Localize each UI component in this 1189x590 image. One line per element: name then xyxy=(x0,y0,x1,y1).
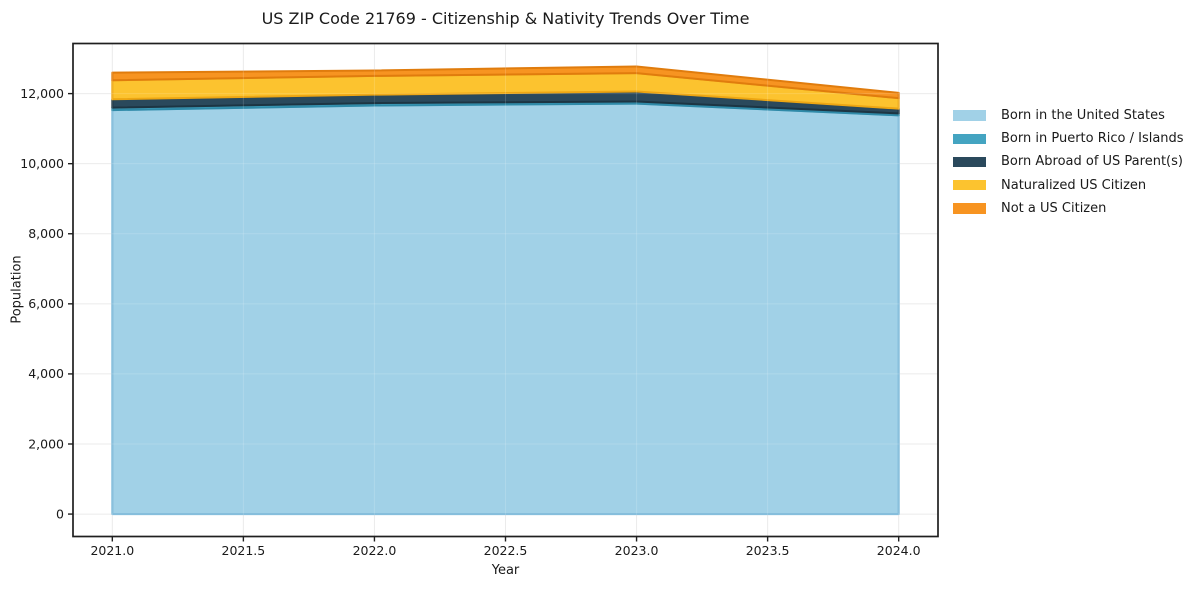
legend-label: Naturalized US Citizen xyxy=(1001,177,1147,193)
x-tick-label: 2022.0 xyxy=(353,543,397,558)
legend-swatch xyxy=(953,156,986,168)
y-tick-label: 8,000 xyxy=(28,226,64,241)
legend-item: Not a US Citizen xyxy=(953,197,1184,220)
x-tick-label: 2021.0 xyxy=(90,543,134,558)
legend-item: Born in the United States xyxy=(953,104,1184,127)
legend: Born in the United States Born in Puerto… xyxy=(953,104,1184,220)
legend-label: Not a US Citizen xyxy=(1001,200,1107,216)
x-tick-label: 2024.0 xyxy=(877,543,921,558)
legend-label: Born in the United States xyxy=(1001,108,1165,124)
y-tick-label: 2,000 xyxy=(28,436,64,451)
x-tick-label: 2022.5 xyxy=(484,543,528,558)
legend-swatch xyxy=(953,203,986,214)
x-axis-label: Year xyxy=(491,563,520,578)
legend-label: Born in Puerto Rico / Islands xyxy=(1001,131,1184,147)
legend-item: Born Abroad of US Parent(s) xyxy=(953,150,1184,173)
x-tick-label: 2023.0 xyxy=(615,543,659,558)
y-tick-label: 12,000 xyxy=(20,86,64,101)
y-tick-label: 10,000 xyxy=(20,156,64,171)
chart-title: US ZIP Code 21769 - Citizenship & Nativi… xyxy=(261,9,750,28)
y-tick-label: 4,000 xyxy=(28,366,64,381)
y-axis-label: Population xyxy=(9,255,25,324)
y-tick-label: 0 xyxy=(56,506,64,521)
y-tick-label: 6,000 xyxy=(28,296,64,311)
legend-swatch xyxy=(953,179,986,191)
legend-swatch xyxy=(953,110,986,121)
legend-item: Born in Puerto Rico / Islands xyxy=(953,127,1184,150)
x-tick-label: 2023.5 xyxy=(746,543,790,558)
x-tick-label: 2021.5 xyxy=(222,543,266,558)
legend-item: Naturalized US Citizen xyxy=(953,174,1184,197)
not-a-us-citizen-area xyxy=(111,65,900,100)
legend-swatch xyxy=(953,133,986,145)
legend-label: Born Abroad of US Parent(s) xyxy=(1001,154,1183,170)
